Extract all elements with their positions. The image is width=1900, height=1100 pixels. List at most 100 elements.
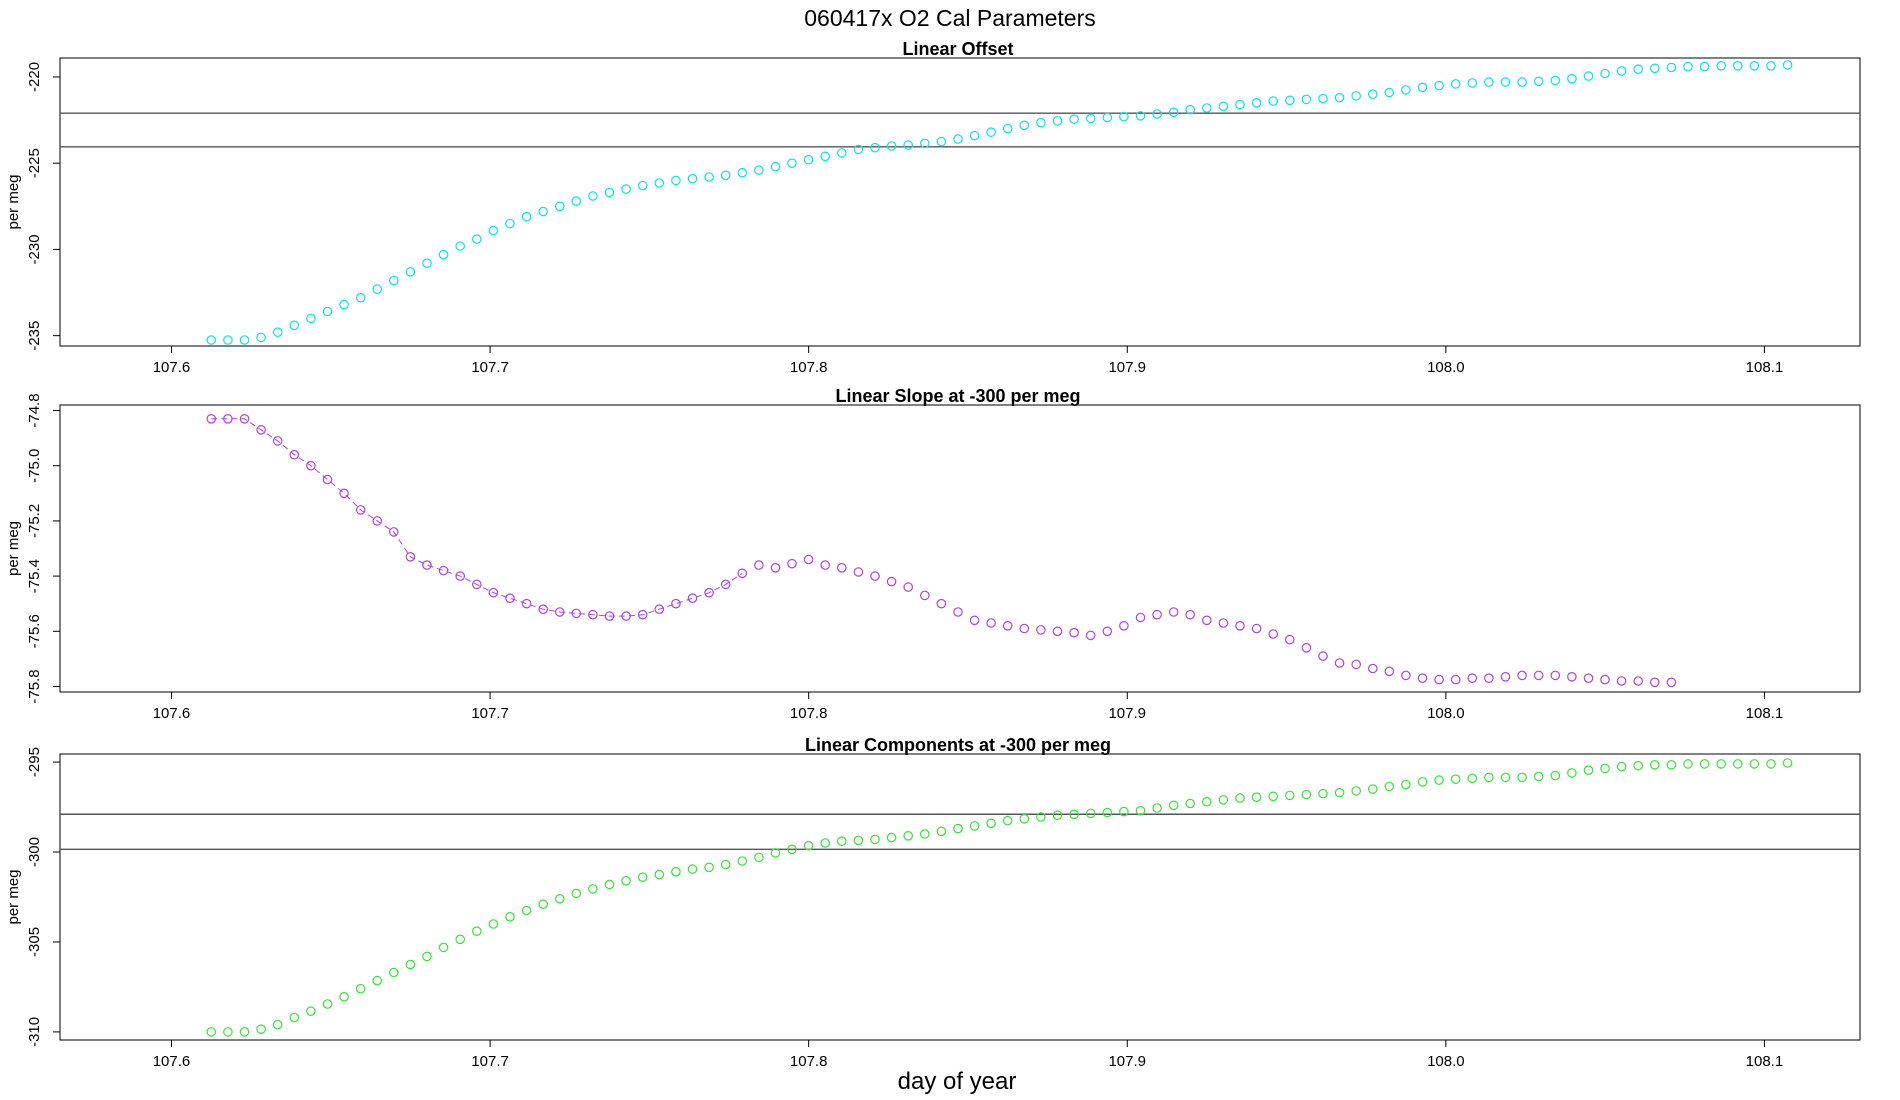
data-point xyxy=(1301,642,1312,653)
data-point xyxy=(654,178,665,188)
data-point xyxy=(1434,674,1444,685)
data-point xyxy=(1550,670,1561,681)
data-point xyxy=(571,608,582,619)
data-point xyxy=(372,516,382,526)
data-point xyxy=(1567,671,1577,682)
data-point xyxy=(471,579,482,590)
data-point xyxy=(704,862,714,873)
x-tick-label: 107.9 xyxy=(1108,705,1146,722)
data-point xyxy=(1102,807,1113,818)
data-point xyxy=(836,148,847,158)
data-point xyxy=(1152,803,1162,813)
data-point xyxy=(306,1006,316,1016)
data-point xyxy=(372,284,382,294)
data-point xyxy=(1085,808,1096,819)
data-point xyxy=(820,560,830,570)
data-point xyxy=(1683,759,1693,769)
data-point xyxy=(621,611,631,621)
data-point xyxy=(986,818,996,829)
data-point xyxy=(422,258,432,268)
x-tick-label: 108.1 xyxy=(1746,359,1784,376)
data-point xyxy=(1550,75,1561,86)
data-point xyxy=(1168,800,1179,811)
data-point xyxy=(1550,770,1561,781)
data-point xyxy=(1766,759,1776,769)
x-tick-label: 108.0 xyxy=(1427,1053,1465,1070)
data-point xyxy=(1235,620,1245,631)
plot-frame xyxy=(59,57,1861,347)
data-point xyxy=(1633,676,1643,686)
data-point xyxy=(1052,116,1063,126)
data-point xyxy=(355,505,366,515)
data-point xyxy=(1019,120,1030,131)
data-point xyxy=(1251,792,1262,802)
data-point xyxy=(554,893,565,904)
data-point xyxy=(787,158,797,168)
data-point xyxy=(1318,651,1328,661)
x-tick-label: 108.0 xyxy=(1427,705,1465,722)
data-point xyxy=(986,618,996,628)
data-point xyxy=(289,320,300,331)
data-point xyxy=(1666,759,1677,770)
data-point xyxy=(803,840,814,851)
data-point xyxy=(1301,94,1312,105)
data-point xyxy=(637,180,648,191)
data-point xyxy=(1036,625,1046,635)
data-point xyxy=(803,554,814,565)
data-point xyxy=(1633,760,1643,771)
data-point xyxy=(1002,123,1013,134)
x-tick-label: 107.8 xyxy=(790,705,828,722)
data-point xyxy=(438,565,449,576)
data-point xyxy=(1202,796,1212,807)
x-tick-label: 107.7 xyxy=(471,359,509,376)
y-tick-label: -310 xyxy=(26,1017,43,1047)
data-point xyxy=(1450,774,1461,784)
data-point xyxy=(1633,64,1643,74)
data-point xyxy=(289,1012,300,1023)
data-point xyxy=(388,967,399,978)
data-point xyxy=(953,823,963,834)
data-point xyxy=(438,249,449,260)
data-point xyxy=(1533,771,1544,782)
data-point xyxy=(886,832,897,843)
figure-title: 060417x O2 Cal Parameters xyxy=(804,5,1096,31)
data-point xyxy=(355,292,366,303)
data-point xyxy=(538,206,548,217)
data-point xyxy=(1467,773,1478,784)
data-point xyxy=(853,144,864,155)
data-point xyxy=(853,835,864,846)
data-point xyxy=(1450,674,1461,685)
data-point xyxy=(754,852,764,863)
data-point xyxy=(704,172,714,182)
data-point xyxy=(206,335,217,345)
data-point xyxy=(256,424,266,435)
data-point xyxy=(604,879,615,890)
data-point xyxy=(455,934,465,945)
data-point xyxy=(1500,671,1511,682)
data-point xyxy=(1567,73,1577,84)
data-point xyxy=(322,306,333,317)
panel-2: Linear Slope at -300 per meg per meg 107.6… xyxy=(5,386,1861,722)
data-point xyxy=(1135,111,1146,121)
data-point xyxy=(588,884,598,894)
data-point xyxy=(438,942,449,953)
data-point xyxy=(604,611,615,621)
data-point xyxy=(272,436,283,446)
data-point xyxy=(969,615,980,626)
data-point xyxy=(1218,101,1229,112)
x-axis-label: day of year xyxy=(898,1068,1017,1095)
data-point xyxy=(455,241,465,251)
data-point xyxy=(588,191,598,201)
data-point xyxy=(836,836,847,846)
data-point xyxy=(1268,96,1278,106)
data-point xyxy=(1185,609,1195,620)
y-tick-label: -74.8 xyxy=(26,393,43,427)
data-point xyxy=(1583,673,1594,683)
y-tick-label: -75.6 xyxy=(26,614,43,648)
data-point xyxy=(754,560,764,570)
data-point xyxy=(604,187,615,198)
data-point xyxy=(239,413,250,424)
data-point xyxy=(1036,117,1046,128)
data-point xyxy=(1152,109,1162,119)
data-point xyxy=(339,299,349,310)
